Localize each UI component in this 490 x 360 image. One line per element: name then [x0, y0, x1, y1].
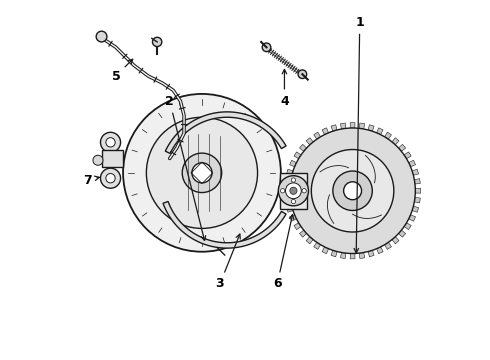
Circle shape — [262, 43, 271, 51]
Circle shape — [298, 70, 307, 78]
Text: 1: 1 — [354, 16, 364, 253]
Polygon shape — [350, 253, 355, 259]
Polygon shape — [331, 125, 337, 131]
Polygon shape — [398, 230, 406, 237]
Text: 5: 5 — [112, 59, 133, 82]
Polygon shape — [306, 237, 313, 244]
Polygon shape — [404, 152, 411, 159]
Circle shape — [106, 138, 115, 147]
Circle shape — [290, 187, 297, 194]
Polygon shape — [412, 206, 418, 212]
Polygon shape — [306, 138, 313, 145]
Polygon shape — [314, 132, 320, 139]
Polygon shape — [368, 125, 374, 131]
Polygon shape — [290, 215, 296, 221]
Polygon shape — [299, 230, 307, 237]
Polygon shape — [415, 179, 420, 184]
Text: 4: 4 — [280, 69, 289, 108]
Polygon shape — [294, 223, 301, 230]
Polygon shape — [359, 123, 365, 129]
Polygon shape — [322, 247, 329, 254]
Circle shape — [291, 199, 295, 204]
Polygon shape — [322, 128, 329, 135]
Polygon shape — [294, 152, 301, 159]
Circle shape — [302, 189, 306, 193]
Text: 2: 2 — [165, 95, 206, 240]
Circle shape — [100, 168, 121, 188]
Polygon shape — [404, 223, 411, 230]
Polygon shape — [409, 160, 416, 167]
Polygon shape — [285, 188, 290, 193]
Circle shape — [333, 171, 372, 211]
Polygon shape — [341, 252, 346, 258]
Circle shape — [96, 31, 107, 42]
Circle shape — [93, 155, 103, 165]
Polygon shape — [392, 237, 399, 244]
Polygon shape — [385, 132, 392, 139]
Circle shape — [182, 153, 221, 193]
Circle shape — [280, 189, 285, 193]
Polygon shape — [341, 123, 346, 129]
Polygon shape — [280, 173, 307, 209]
Circle shape — [291, 178, 295, 182]
Polygon shape — [385, 242, 392, 249]
Polygon shape — [331, 250, 337, 257]
Polygon shape — [285, 198, 291, 203]
Polygon shape — [314, 242, 320, 249]
Polygon shape — [163, 202, 286, 248]
Circle shape — [100, 132, 121, 152]
Polygon shape — [412, 169, 418, 175]
Circle shape — [343, 182, 362, 200]
Polygon shape — [415, 198, 420, 203]
Polygon shape — [287, 206, 293, 212]
Polygon shape — [285, 179, 291, 184]
Polygon shape — [287, 169, 293, 175]
Polygon shape — [101, 149, 123, 167]
Polygon shape — [359, 252, 365, 258]
Polygon shape — [299, 144, 307, 152]
Text: 6: 6 — [273, 215, 294, 291]
Circle shape — [152, 37, 162, 46]
Polygon shape — [409, 215, 416, 221]
Polygon shape — [377, 128, 383, 135]
Polygon shape — [350, 123, 355, 128]
Polygon shape — [392, 138, 399, 145]
Polygon shape — [368, 250, 374, 257]
Text: 7: 7 — [83, 174, 99, 186]
Circle shape — [106, 174, 115, 183]
Polygon shape — [165, 112, 286, 153]
Circle shape — [290, 128, 416, 253]
Circle shape — [278, 176, 309, 206]
Text: 3: 3 — [216, 234, 240, 291]
Circle shape — [192, 163, 212, 183]
Circle shape — [311, 149, 394, 232]
Polygon shape — [290, 160, 296, 167]
Circle shape — [147, 117, 258, 228]
Circle shape — [286, 183, 301, 199]
Polygon shape — [377, 247, 383, 254]
Polygon shape — [416, 188, 421, 193]
Circle shape — [123, 94, 281, 252]
Polygon shape — [398, 144, 406, 152]
